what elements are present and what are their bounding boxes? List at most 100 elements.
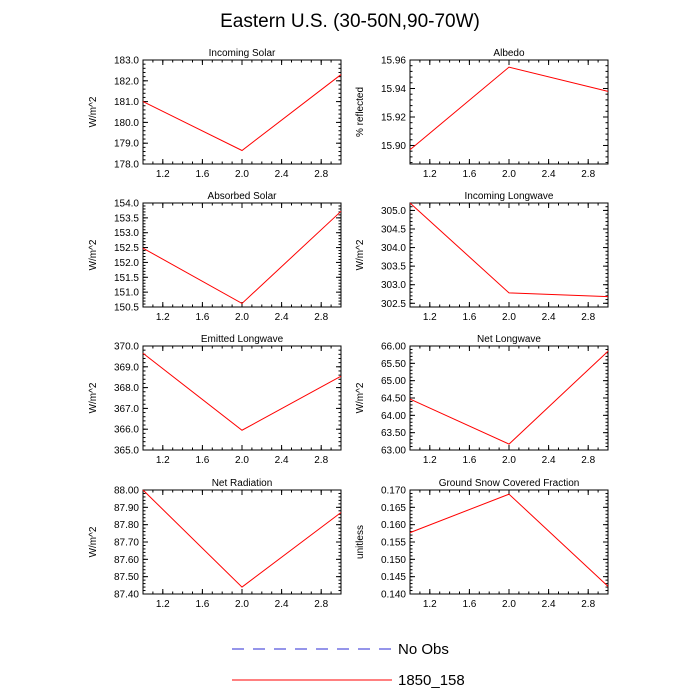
plot-frame-net-longwave bbox=[409, 345, 609, 451]
panel-absorbed-solar: Absorbed Solar W/m^2 1.2 1.6 2.0 2.4 2.8 150.5 1… bbox=[88, 191, 342, 323]
xtick-label-emitted-longwave: 1.2 bbox=[156, 455, 170, 466]
ytick-label-absorbed-solar: 151.5 bbox=[114, 273, 139, 284]
panel-title-emitted-longwave: Emitted Longwave bbox=[201, 334, 284, 345]
ytick-label-net-radiation: 87.50 bbox=[114, 572, 139, 583]
xtick-label-net-radiation: 2.4 bbox=[275, 599, 289, 610]
ytick-label-albedo: 15.94 bbox=[381, 84, 406, 95]
ytick-label-incoming-longwave: 304.5 bbox=[381, 225, 406, 236]
xtick-label-ground-snow-covered-fraction: 2.0 bbox=[502, 599, 516, 610]
ytick-label-incoming-solar: 178.0 bbox=[114, 160, 139, 171]
ytick-label-incoming-longwave: 303.5 bbox=[381, 262, 406, 273]
ytick-label-emitted-longwave: 367.0 bbox=[114, 404, 139, 415]
xtick-label-incoming-longwave: 2.8 bbox=[581, 312, 595, 323]
xtick-label-incoming-solar: 1.6 bbox=[195, 169, 209, 180]
ylabel-ground-snow-covered-fraction: unitless bbox=[355, 525, 366, 559]
panel-net-longwave: Net Longwave W/m^2 1.2 1.6 2.0 2.4 2.8 63.00 63.… bbox=[355, 334, 609, 466]
ytick-label-absorbed-solar: 152.5 bbox=[114, 243, 139, 254]
xtick-label-albedo: 2.8 bbox=[581, 169, 595, 180]
series-line-1850-158-net-longwave bbox=[409, 350, 609, 445]
plot-frame-absorbed-solar bbox=[142, 202, 342, 308]
xtick-label-emitted-longwave: 2.0 bbox=[235, 455, 249, 466]
xtick-label-absorbed-solar: 1.2 bbox=[156, 312, 170, 323]
ytick-label-net-radiation: 87.80 bbox=[114, 520, 139, 531]
xtick-label-ground-snow-covered-fraction: 1.2 bbox=[423, 599, 437, 610]
ytick-label-incoming-solar: 183.0 bbox=[114, 56, 139, 67]
ylabel-incoming-solar: W/m^2 bbox=[88, 96, 99, 127]
ytick-label-ground-snow-covered-fraction: 0.160 bbox=[381, 520, 406, 531]
ylabel-emitted-longwave: W/m^2 bbox=[88, 382, 99, 413]
series-line-1850-158-absorbed-solar bbox=[142, 210, 342, 305]
plot-frame-ground-snow-covered-fraction bbox=[409, 489, 609, 595]
ytick-label-net-longwave: 66.00 bbox=[381, 342, 406, 353]
xtick-label-ground-snow-covered-fraction: 2.4 bbox=[542, 599, 556, 610]
series-line-1850-158-net-radiation bbox=[142, 489, 342, 588]
xtick-label-incoming-longwave: 1.6 bbox=[462, 312, 476, 323]
ytick-label-net-radiation: 87.90 bbox=[114, 503, 139, 514]
xtick-label-net-radiation: 2.8 bbox=[314, 599, 328, 610]
xtick-label-net-longwave: 1.2 bbox=[423, 455, 437, 466]
ytick-label-absorbed-solar: 152.0 bbox=[114, 258, 139, 269]
ytick-label-net-longwave: 63.50 bbox=[381, 428, 406, 439]
xtick-label-emitted-longwave: 2.4 bbox=[275, 455, 289, 466]
ylabel-incoming-longwave: W/m^2 bbox=[355, 239, 366, 270]
xtick-label-albedo: 1.6 bbox=[462, 169, 476, 180]
series-line-1850-158-emitted-longwave bbox=[142, 352, 342, 431]
ytick-label-emitted-longwave: 370.0 bbox=[114, 342, 139, 353]
legend-label-no-obs: No Obs bbox=[398, 641, 449, 658]
xtick-label-emitted-longwave: 1.6 bbox=[195, 455, 209, 466]
ytick-label-net-longwave: 65.50 bbox=[381, 359, 406, 370]
panel-title-absorbed-solar: Absorbed Solar bbox=[208, 191, 278, 202]
xtick-label-incoming-solar: 1.2 bbox=[156, 169, 170, 180]
panel-title-incoming-solar: Incoming Solar bbox=[209, 48, 276, 59]
ytick-label-absorbed-solar: 150.5 bbox=[114, 303, 139, 314]
panel-albedo: Albedo % reflected 1.2 1.6 2.0 2.4 2.8 15.90 15.… bbox=[355, 48, 609, 180]
ytick-label-emitted-longwave: 366.0 bbox=[114, 425, 139, 436]
xtick-label-absorbed-solar: 2.8 bbox=[314, 312, 328, 323]
ytick-label-incoming-longwave: 304.0 bbox=[381, 243, 406, 254]
ytick-label-incoming-solar: 182.0 bbox=[114, 76, 139, 87]
legend: No Obs 1850_158 bbox=[232, 641, 465, 689]
ytick-label-incoming-solar: 180.0 bbox=[114, 118, 139, 129]
ytick-label-incoming-solar: 181.0 bbox=[114, 97, 139, 108]
xtick-label-incoming-longwave: 2.0 bbox=[502, 312, 516, 323]
xtick-label-ground-snow-covered-fraction: 1.6 bbox=[462, 599, 476, 610]
ytick-label-ground-snow-covered-fraction: 0.150 bbox=[381, 555, 406, 566]
ytick-label-emitted-longwave: 365.0 bbox=[114, 446, 139, 457]
series-line-1850-158-incoming-solar bbox=[142, 74, 342, 152]
ytick-label-emitted-longwave: 369.0 bbox=[114, 362, 139, 373]
series-line-1850-158-incoming-longwave bbox=[409, 202, 609, 298]
ytick-label-ground-snow-covered-fraction: 0.155 bbox=[381, 538, 406, 549]
ytick-label-net-radiation: 87.40 bbox=[114, 590, 139, 601]
figure-title: Eastern U.S. (30-50N,90-70W) bbox=[220, 11, 480, 32]
panel-title-net-radiation: Net Radiation bbox=[212, 478, 273, 489]
xtick-label-net-longwave: 1.6 bbox=[462, 455, 476, 466]
ytick-label-net-longwave: 64.50 bbox=[381, 394, 406, 405]
ytick-label-incoming-longwave: 305.0 bbox=[381, 206, 406, 217]
xtick-label-albedo: 1.2 bbox=[423, 169, 437, 180]
xtick-label-net-longwave: 2.0 bbox=[502, 455, 516, 466]
ytick-label-net-radiation: 87.70 bbox=[114, 538, 139, 549]
xtick-label-net-radiation: 1.6 bbox=[195, 599, 209, 610]
plot-frame-albedo bbox=[409, 59, 609, 165]
plot-frame-incoming-longwave bbox=[409, 202, 609, 308]
panel-title-ground-snow-covered-fraction: Ground Snow Covered Fraction bbox=[439, 478, 580, 489]
panel-grid: Incoming Solar W/m^2 1.2 1.6 2.0 2.4 2.8 178.0 1… bbox=[88, 48, 609, 610]
xtick-label-incoming-solar: 2.4 bbox=[275, 169, 289, 180]
plot-frame-incoming-solar bbox=[142, 59, 342, 165]
ytick-label-albedo: 15.92 bbox=[381, 112, 406, 123]
ylabel-albedo: % reflected bbox=[355, 87, 366, 137]
ytick-label-ground-snow-covered-fraction: 0.145 bbox=[381, 572, 406, 583]
ytick-label-absorbed-solar: 154.0 bbox=[114, 199, 139, 210]
plot-frame-net-radiation bbox=[142, 489, 342, 595]
xtick-label-net-longwave: 2.4 bbox=[542, 455, 556, 466]
xtick-label-absorbed-solar: 2.4 bbox=[275, 312, 289, 323]
ytick-label-ground-snow-covered-fraction: 0.165 bbox=[381, 503, 406, 514]
xtick-label-incoming-solar: 2.8 bbox=[314, 169, 328, 180]
panel-emitted-longwave: Emitted Longwave W/m^2 1.2 1.6 2.0 2.4 2.8 365.… bbox=[88, 334, 342, 466]
panel-title-albedo: Albedo bbox=[493, 48, 525, 59]
ytick-label-absorbed-solar: 151.0 bbox=[114, 288, 139, 299]
xtick-label-absorbed-solar: 2.0 bbox=[235, 312, 249, 323]
ytick-label-net-radiation: 87.60 bbox=[114, 555, 139, 566]
ytick-label-ground-snow-covered-fraction: 0.140 bbox=[381, 590, 406, 601]
